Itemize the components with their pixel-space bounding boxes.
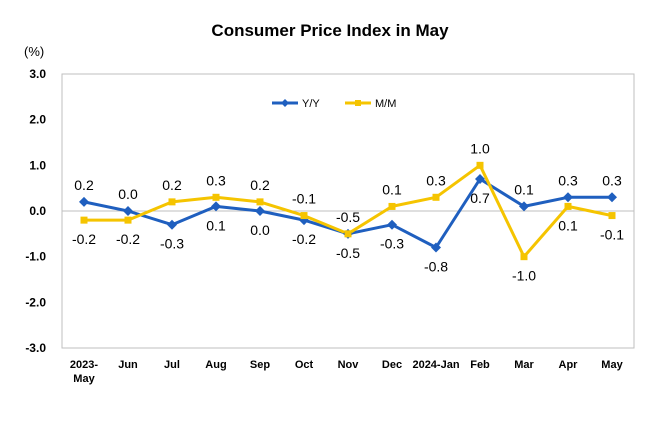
y-axis-unit: (%) [24,44,44,59]
mm-data-label: -0.1 [600,227,624,243]
yy-point [79,196,89,207]
yy-point [475,174,485,185]
mm-point [344,230,352,238]
yy-data-label: 0.1 [514,181,534,197]
mm-data-label: 0.3 [426,172,446,188]
yy-point [431,242,441,253]
x-tick-label: Aug [205,359,226,371]
x-tick-label: Sep [250,359,270,371]
x-tick-label: Jul [164,359,180,371]
mm-point [212,193,220,201]
yy-point [167,219,177,230]
mm-data-label: 0.2 [250,177,270,193]
yy-point [519,201,529,212]
mm-point [564,202,572,210]
yy-point [255,206,265,216]
mm-point [168,198,176,206]
x-tick-label: Oct [295,359,314,371]
y-tick-label: 0.0 [29,204,46,218]
x-tick-label: Apr [559,359,579,371]
mm-point [432,193,440,201]
yy-data-label: -0.5 [336,209,360,225]
yy-data-label: 0.3 [602,172,622,188]
legend-marker [281,99,289,107]
series-layer [79,161,617,261]
x-tick-label: Jun [118,359,138,371]
mm-data-label: -0.1 [292,191,316,207]
yy-data-label: 0.7 [470,190,490,206]
mm-data-label: -1.0 [512,268,536,284]
mm-data-label: 1.0 [470,140,490,156]
mm-point [476,161,484,169]
x-tick-label: Mar [514,359,534,371]
mm-data-label: -0.5 [336,245,360,261]
yy-data-label: 0.2 [74,177,94,193]
y-tick-label: 3.0 [29,67,46,81]
mm-data-label: 0.2 [162,177,182,193]
legend-label: M/M [375,98,396,110]
mm-data-label: -0.2 [72,231,96,247]
yy-data-label: 0.1 [206,217,226,233]
x-tick-label: May [601,359,623,371]
mm-data-label: 0.3 [206,172,226,188]
yy-data-label: -0.3 [160,236,184,252]
y-tick-label: 1.0 [29,158,46,172]
mm-point [388,202,396,210]
yy-data-label: -0.3 [380,236,404,252]
yy-point [607,192,617,203]
axes-layer: 3.0 2.0 1.0 0.0 -1.0 -2.0 -3.0 2023-May Jun Jul Au… [25,67,634,385]
data-labels-layer: 0.2 -0.2 0.0 -0.2 -0.3 0.2 0.1 0.3 0.0 0.2 -0.2 -0.… [72,140,624,283]
yy-point [211,201,221,212]
legend-marker [355,100,361,106]
mm-data-label: 0.1 [382,181,402,197]
y-tick-label: -2.0 [25,295,46,309]
y-tick-label: -3.0 [25,341,46,355]
mm-data-label: 0.1 [558,217,578,233]
mm-point [124,216,132,224]
yy-data-label: -0.2 [292,231,316,247]
yy-point [563,192,573,203]
x-tick-label: 2023-May [70,359,98,385]
legend: Y/Y M/M [272,98,396,110]
mm-point [520,253,528,261]
chart-title: Consumer Price Index in May [211,21,449,40]
x-tick-label: Nov [338,359,360,371]
x-tick-label: Feb [470,359,490,371]
legend-label: Y/Y [302,98,320,110]
yy-point [387,219,397,230]
x-tick-label: Dec [382,359,402,371]
yy-data-label: 0.0 [250,222,270,238]
mm-point [300,212,308,220]
mm-point [80,216,88,224]
mm-point [608,212,616,220]
x-tick-label: 2024-Jan [412,359,459,371]
yy-data-label: 0.0 [118,186,138,202]
yy-data-label: 0.3 [558,172,578,188]
mm-data-label: -0.2 [116,231,140,247]
y-tick-label: -1.0 [25,250,46,264]
yy-data-label: -0.8 [424,259,448,275]
yy-point [123,206,133,216]
mm-point [256,198,264,206]
y-tick-label: 2.0 [29,113,46,127]
